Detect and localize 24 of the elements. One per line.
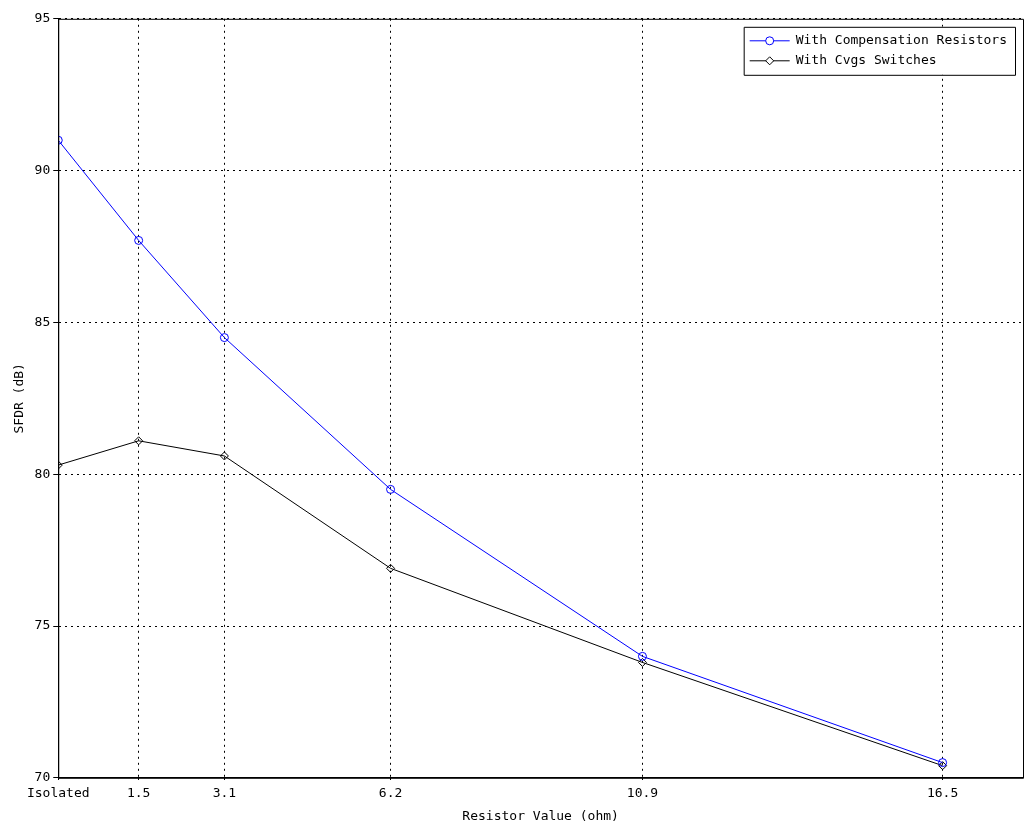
y-axis-title: SFDR (dB)	[11, 363, 27, 434]
y-tick-label: 75	[34, 617, 51, 633]
x-tick-label: 6.2	[378, 784, 403, 800]
x-tick-label: 16.5	[926, 784, 959, 800]
point	[637, 651, 647, 661]
x-tick-label: 10.9	[626, 784, 659, 800]
x-tick-label: Isolated	[26, 784, 90, 800]
x-axis-title: Resistor Value (ohm)	[462, 807, 619, 823]
y-tick-label: 90	[34, 161, 51, 177]
point	[219, 451, 229, 461]
y-tick-label: 95	[34, 10, 51, 26]
legend-label: With Compensation Resistors	[795, 32, 1008, 48]
legend-label: With Cvgs Switches	[795, 52, 937, 68]
y-tick-label: 70	[34, 769, 51, 785]
x-tick-label: 3.1	[212, 784, 237, 800]
y-tick-label: 80	[34, 465, 51, 481]
point	[637, 657, 647, 667]
x-tick-label: 1.5	[126, 784, 151, 800]
point	[386, 563, 396, 573]
point	[219, 333, 229, 343]
point	[134, 436, 144, 446]
point	[386, 484, 396, 494]
y-tick-label: 85	[34, 313, 51, 329]
point	[134, 235, 144, 245]
